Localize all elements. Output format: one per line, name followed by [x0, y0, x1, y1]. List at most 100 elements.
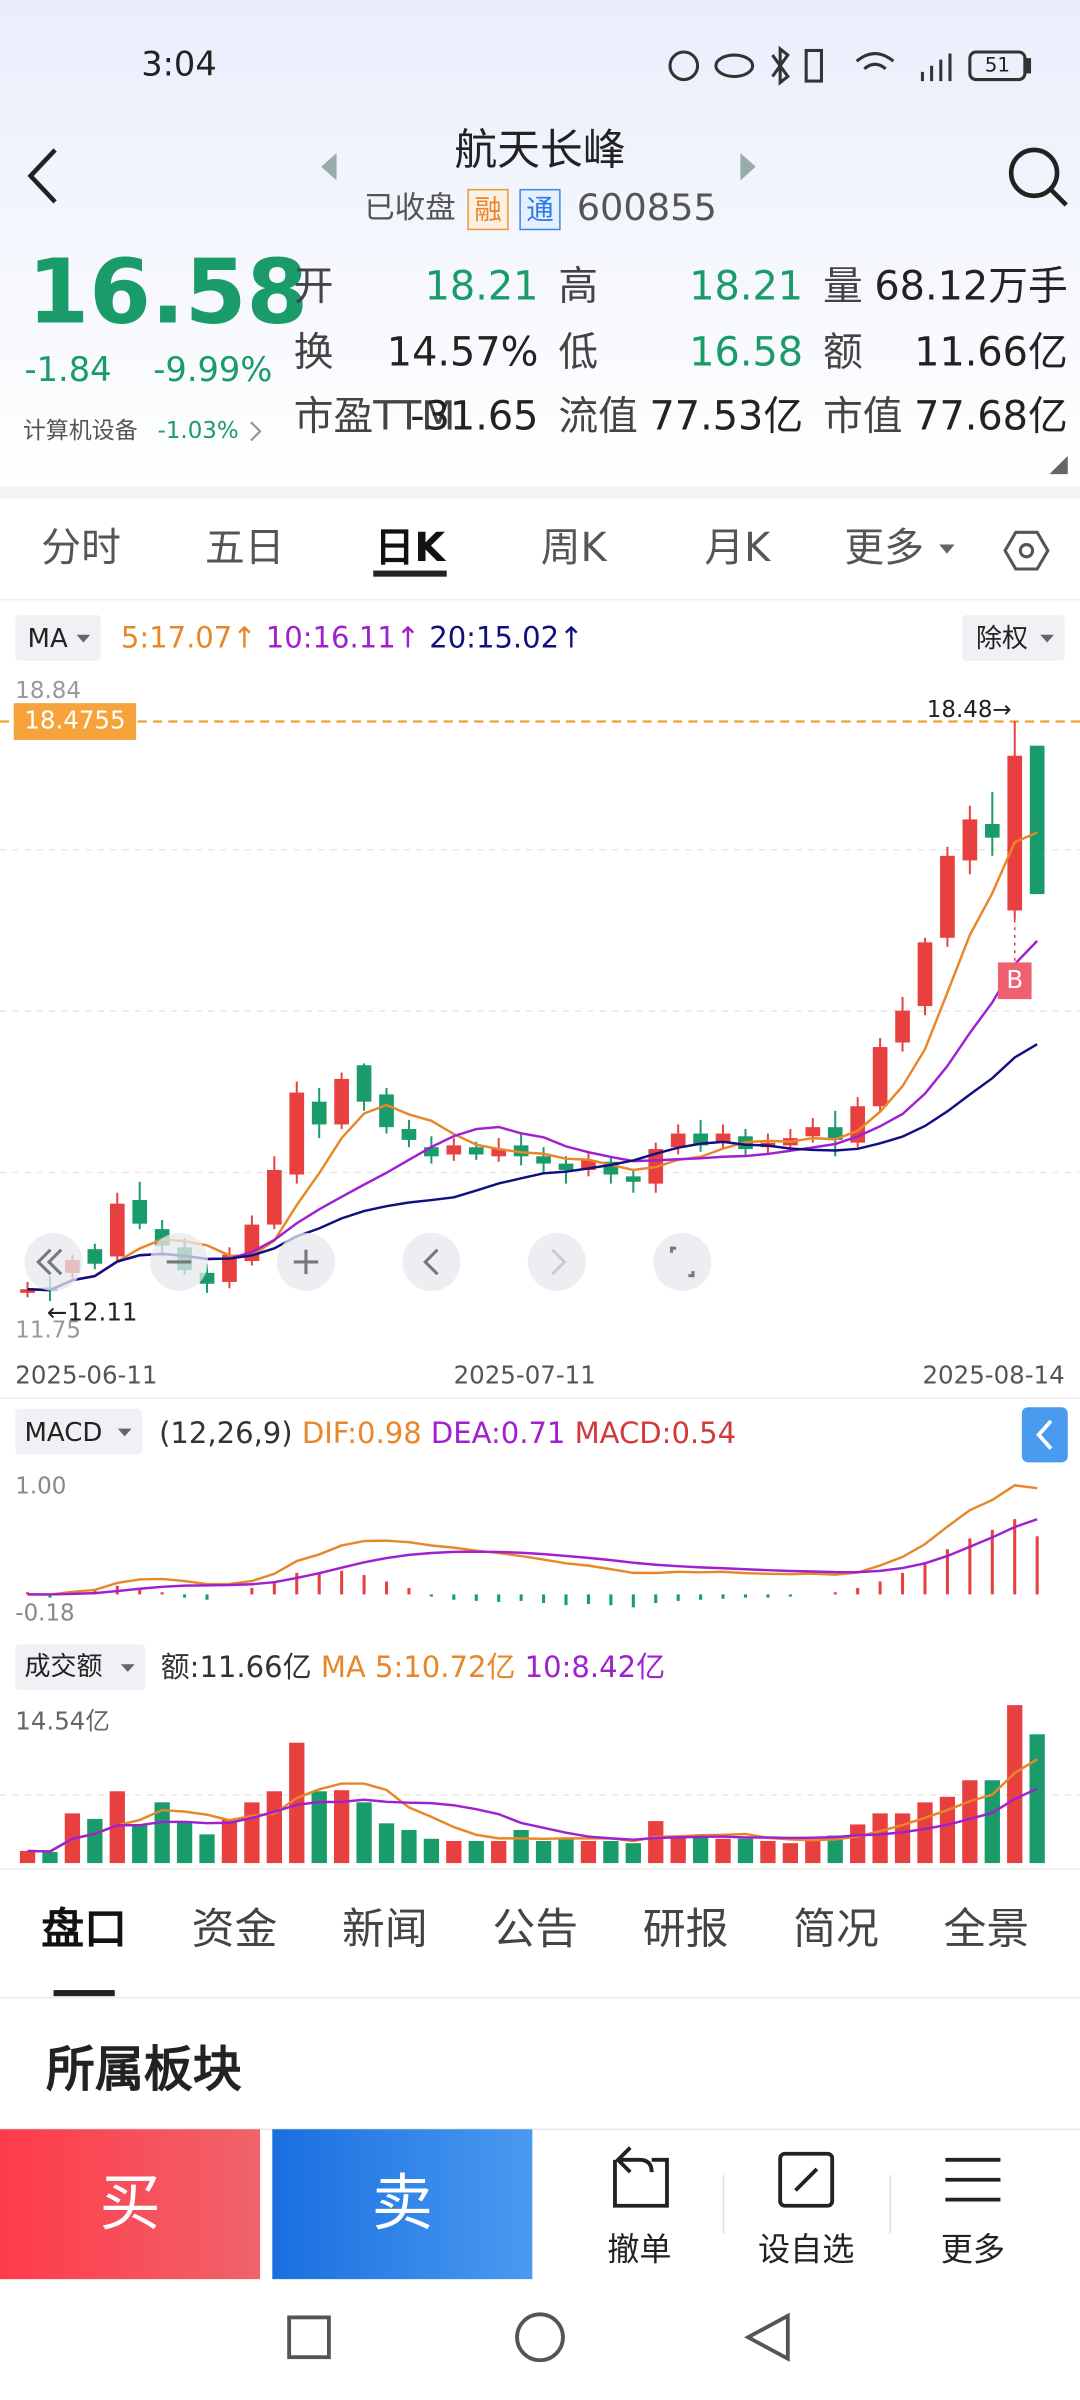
ma10: 10:16.11↑ — [266, 620, 420, 654]
collapse-button[interactable] — [1021, 1407, 1068, 1463]
tab[interactable]: 分时 — [41, 525, 121, 571]
volume-bar — [850, 1824, 866, 1864]
candle-body — [379, 1094, 394, 1128]
macd-selector[interactable] — [15, 1408, 143, 1455]
field-value: 16.58 — [689, 329, 803, 375]
tab[interactable]: 周K — [541, 525, 608, 571]
sector[interactable]: 计算机设备 — [23, 418, 138, 444]
tag-box — [519, 188, 561, 231]
ma-selector[interactable] — [15, 614, 101, 661]
field-label: 开 — [294, 264, 334, 310]
field-value: 18.21 — [425, 264, 539, 310]
candle-body — [536, 1156, 551, 1164]
nav-control[interactable] — [402, 1232, 461, 1292]
section-title: 所属板块 — [46, 2041, 242, 2098]
volume-bar — [1029, 1734, 1045, 1864]
candle-body — [266, 1169, 282, 1225]
volume-bar — [176, 1821, 193, 1864]
volume-bar — [513, 1829, 529, 1864]
volume-bar — [805, 1838, 821, 1864]
volume-bar — [737, 1838, 754, 1864]
caret — [76, 634, 91, 643]
adjust-selector[interactable] — [962, 614, 1065, 661]
dif-line — [27, 1484, 1038, 1596]
buy-label: 买 — [99, 2168, 160, 2239]
volume-bar — [603, 1841, 619, 1864]
volume-bar — [670, 1835, 686, 1864]
adjust-label: 除权 — [976, 624, 1028, 654]
tab[interactable]: 五日 — [205, 525, 285, 571]
stock-code: 600855 — [577, 186, 717, 229]
volume-bar — [19, 1850, 36, 1864]
tab[interactable]: 日K — [375, 525, 448, 571]
tab-indicator — [373, 570, 447, 577]
candle-body — [917, 942, 933, 1007]
candle-body — [356, 1065, 372, 1102]
bottom-tab[interactable]: 公告 — [492, 1904, 578, 1954]
ma-legend: 5:17.07↑ 10:16.11↑ 20:15.02↑ — [121, 620, 584, 654]
volume-bar — [558, 1838, 574, 1864]
nav-icon — [551, 1248, 567, 1276]
candle-body — [558, 1163, 574, 1170]
ma-selector-label: MA — [28, 624, 68, 654]
settings[interactable] — [1003, 530, 1050, 571]
candle-body — [401, 1128, 417, 1140]
ma20: 20:15.02↑ — [429, 620, 583, 654]
sell-button[interactable] — [272, 2129, 533, 2280]
high-marker: 18.48→ — [927, 697, 1012, 723]
volume-bar — [132, 1824, 148, 1864]
candle-body — [940, 855, 955, 938]
volume-bar — [356, 1802, 372, 1864]
nav-control[interactable] — [653, 1232, 712, 1292]
buy-button[interactable] — [0, 2129, 261, 2280]
bottom-tab[interactable]: 资金 — [192, 1904, 278, 1954]
macd-legend: (12,26,9) DIF:0.98 DEA:0.71 MACD:0.54 — [159, 1416, 736, 1450]
nav-control[interactable] — [527, 1232, 586, 1292]
candle-body — [715, 1133, 731, 1143]
field-label: 量 — [823, 264, 863, 310]
candle-body — [895, 1010, 910, 1043]
field-value: 14.57% — [387, 329, 539, 375]
volume-bar — [535, 1841, 552, 1864]
signal: B — [1006, 965, 1023, 994]
market-state: 已收盘 — [364, 191, 456, 226]
status-icons — [668, 45, 1032, 86]
field-label: 市盈TTM — [294, 394, 456, 440]
action-label[interactable]: 更多 — [941, 2231, 1005, 2269]
change-pct: -9.99% — [153, 350, 272, 389]
volume-selector[interactable] — [15, 1644, 146, 1691]
candle-body — [109, 1203, 125, 1257]
candle-body — [424, 1147, 439, 1157]
signal-box — [997, 962, 1032, 1000]
action-icons — [613, 2146, 1001, 2208]
sector-pct: -1.03% — [158, 418, 239, 444]
expand[interactable] — [1049, 455, 1068, 475]
dif: DIF:0.98 — [302, 1416, 422, 1450]
action-label[interactable]: 设自选 — [758, 2231, 854, 2269]
caret — [117, 1428, 132, 1437]
macd-selector-label: MACD — [24, 1418, 102, 1448]
tab[interactable]: 月K — [704, 525, 771, 571]
bottom-tab[interactable]: 简况 — [793, 1904, 879, 1954]
price: 16.58 — [28, 241, 309, 344]
nav-bar[interactable] — [287, 2312, 790, 2363]
volume-bar — [244, 1802, 260, 1864]
bottom-tab[interactable]: 新闻 — [342, 1904, 428, 1954]
tab[interactable]: 更多 — [844, 525, 924, 571]
action-label[interactable]: 撤单 — [607, 2231, 671, 2269]
volume-bar — [1007, 1705, 1023, 1864]
back-button[interactable] — [27, 148, 57, 204]
search[interactable] — [1008, 147, 1060, 199]
candle-body — [311, 1101, 327, 1125]
volume-bar — [917, 1802, 933, 1864]
bottom-tab[interactable]: 盘口 — [41, 1904, 127, 1954]
volume-bar — [87, 1818, 103, 1864]
nav-icon — [423, 1248, 439, 1276]
settings — [1018, 543, 1035, 559]
volume-bar — [692, 1835, 709, 1864]
bottom-tab[interactable]: 全景 — [944, 1904, 1030, 1954]
bottom-tab[interactable]: 研报 — [643, 1904, 729, 1954]
date-label: 2025-08-14 — [922, 1361, 1064, 1390]
date-label: 2025-07-11 — [454, 1361, 596, 1390]
nav-control[interactable] — [24, 1232, 83, 1292]
